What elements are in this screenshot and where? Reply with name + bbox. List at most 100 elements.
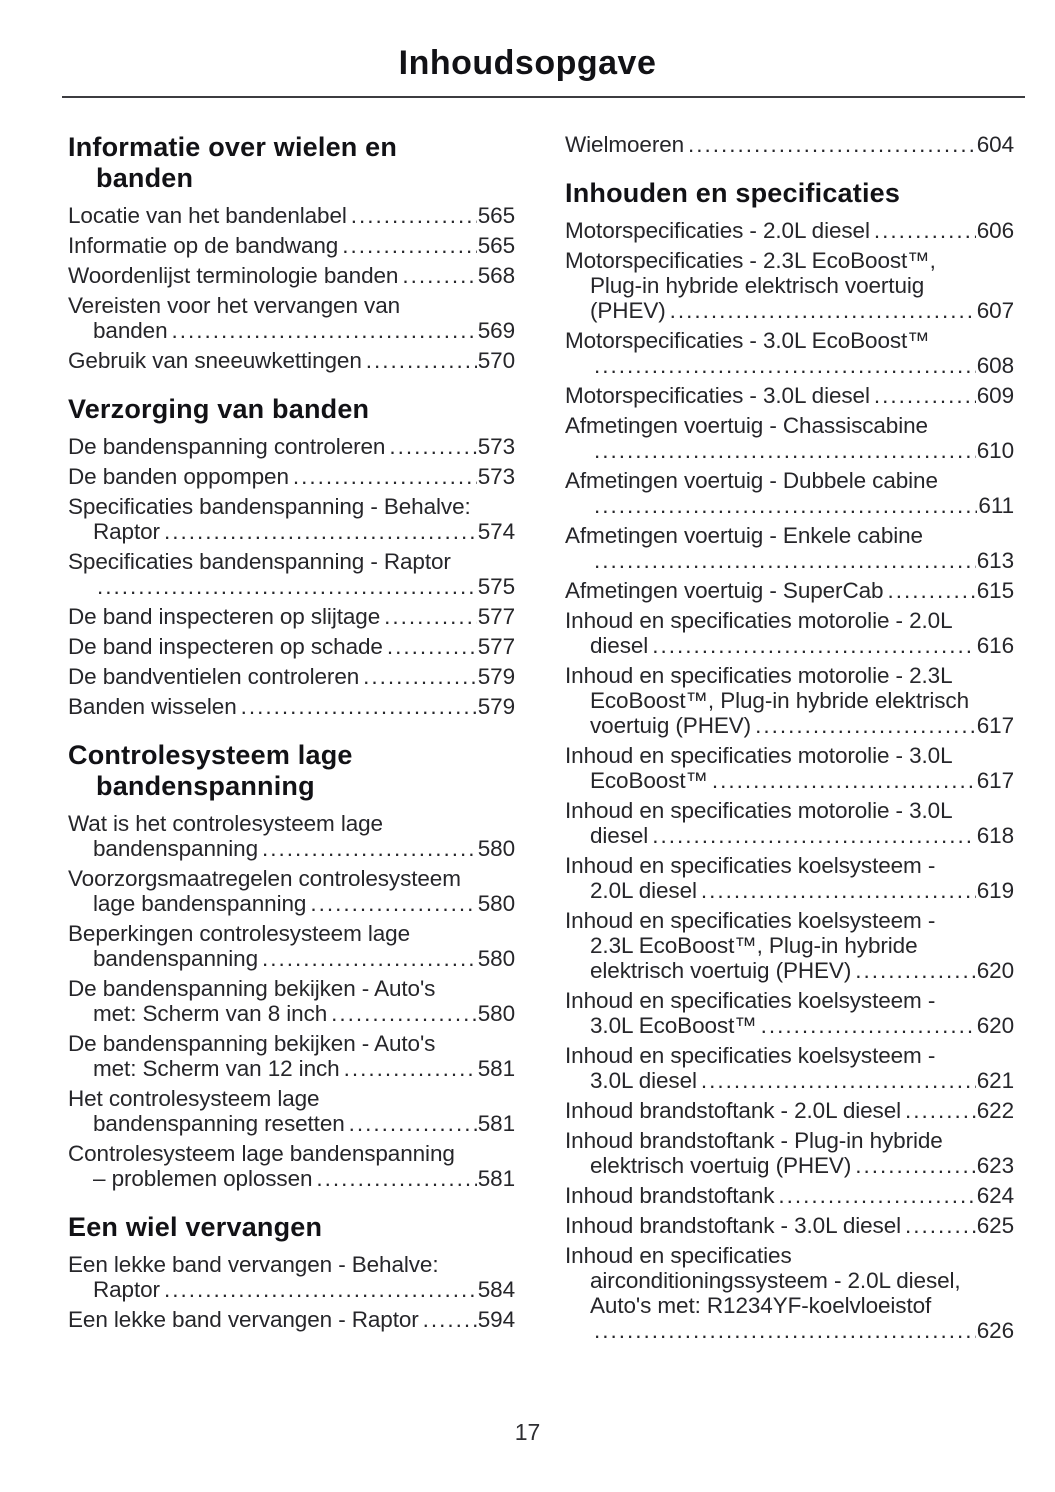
toc-entry[interactable]: Woordenlijst terminologie banden 568	[68, 263, 515, 288]
toc-entry[interactable]: Beperkingen controlesysteem lage bandensp…	[68, 921, 515, 971]
toc-entry[interactable]: De bandenspanning bekijken - Auto's met: …	[68, 976, 515, 1026]
entry-label: De bandenspanning controleren	[68, 434, 386, 459]
entry-label-line: Inhoud en specificaties	[565, 1243, 792, 1268]
dot-leader	[387, 634, 477, 659]
toc-entry[interactable]: De bandenspanning controleren 573	[68, 434, 515, 459]
entry-page-number: 573	[477, 434, 515, 459]
toc-entry[interactable]: De bandventielen controleren 579	[68, 664, 515, 689]
dot-leader	[701, 1068, 976, 1093]
entry-label-line: Voorzorgsmaatregelen controlesysteem	[68, 866, 461, 891]
entry-page-number: 620	[976, 958, 1014, 983]
entry-label: De band inspecteren op slijtage	[68, 604, 381, 629]
entry-page-number: 565	[477, 233, 515, 258]
toc-entry[interactable]: Het controlesysteem lage bandenspanning r…	[68, 1086, 515, 1136]
entry-label-line: EcoBoost™, Plug-in hybride elektrisch	[590, 688, 969, 713]
toc-section: Controlesysteem lage bandenspanning Wat is…	[68, 740, 515, 1191]
dot-leader	[241, 694, 477, 719]
toc-entry[interactable]: De banden oppompen 573	[68, 464, 515, 489]
entry-page-number: 608	[976, 353, 1014, 378]
entry-label: 3.0L EcoBoost™	[590, 1013, 757, 1038]
entry-label: EcoBoost™	[590, 768, 708, 793]
dot-leader	[874, 218, 976, 243]
entry-label-line: Een lekke band vervangen - Behalve:	[68, 1252, 439, 1277]
toc-entry[interactable]: Wielmoeren 604	[565, 132, 1014, 157]
entry-label: Woordenlijst terminologie banden	[68, 263, 399, 288]
dot-leader	[316, 1166, 476, 1191]
toc-entry[interactable]: Inhoud brandstoftank 624	[565, 1183, 1014, 1208]
page-title: Inhoudsopgave	[398, 44, 657, 82]
entry-page-number: 579	[477, 694, 515, 719]
toc-entry[interactable]: Afmetingen voertuig - Dubbele cabine 611	[565, 468, 1014, 518]
toc-entry[interactable]: Inhoud en specificaties koelsysteem -3.0…	[565, 988, 1014, 1038]
dot-leader	[594, 548, 976, 573]
section-heading: Verzorging van banden	[68, 394, 515, 425]
dot-leader	[389, 434, 476, 459]
dot-leader	[384, 604, 477, 629]
toc-entry[interactable]: Banden wisselen 579	[68, 694, 515, 719]
toc-entry[interactable]: Inhoud en specificaties koelsysteem -2.3…	[565, 908, 1014, 983]
toc-entry[interactable]: Afmetingen voertuig - Chassiscabine 610	[565, 413, 1014, 463]
toc-entry[interactable]: Inhoud en specificaties motorolie - 3.0L…	[565, 798, 1014, 848]
entry-page-number: 625	[976, 1213, 1014, 1238]
entry-page-number: 613	[976, 548, 1014, 573]
toc-entry[interactable]: Motorspecificaties - 2.3L EcoBoost™, Plug…	[565, 248, 1014, 323]
entry-page-number: 580	[477, 1001, 515, 1026]
toc-entry[interactable]: De bandenspanning bekijken - Auto's met: …	[68, 1031, 515, 1081]
section-heading: Een wiel vervangen	[68, 1212, 515, 1243]
section-heading-line: Verzorging van banden	[68, 394, 370, 424]
entry-page-number: 624	[976, 1183, 1014, 1208]
toc-entry[interactable]: Motorspecificaties - 2.0L diesel 606	[565, 218, 1014, 243]
dot-leader	[594, 1318, 976, 1343]
toc-entry[interactable]: Motorspecificaties - 3.0L EcoBoost™ 608	[565, 328, 1014, 378]
toc-entry[interactable]: Voorzorgsmaatregelen controlesysteem lage…	[68, 866, 515, 916]
section-heading-line: Een wiel vervangen	[68, 1212, 323, 1242]
entry-label-line: airconditioningssysteem - 2.0L diesel,	[590, 1268, 961, 1293]
toc-entry[interactable]: Wat is het controlesysteem lage bandenspa…	[68, 811, 515, 861]
entry-page-number: 615	[976, 578, 1014, 603]
entry-label: Inhoud brandstoftank	[565, 1183, 775, 1208]
toc-entry[interactable]: Inhoud brandstoftank - 3.0L diesel 625	[565, 1213, 1014, 1238]
toc-entry[interactable]: Specificaties bandenspanning - Raptor 575	[68, 549, 515, 599]
entry-label: elektrisch voertuig (PHEV)	[590, 1153, 852, 1178]
toc-entry[interactable]: Controlesysteem lage bandenspanning – pro…	[68, 1141, 515, 1191]
toc-entry[interactable]: Specificaties bandenspanning - Behalve: R…	[68, 494, 515, 544]
dot-leader	[701, 878, 976, 903]
entry-label-line: Afmetingen voertuig - Enkele cabine	[565, 523, 923, 548]
toc-entry[interactable]: Inhoud en specificaties koelsysteem -2.0…	[565, 853, 1014, 903]
toc-column-right: Wielmoeren 604 Inhouden en specificaties Mo…	[565, 132, 1014, 1348]
entry-label: elektrisch voertuig (PHEV)	[590, 958, 852, 983]
toc-entry[interactable]: De band inspecteren op slijtage 577	[68, 604, 515, 629]
toc-entry[interactable]: Afmetingen voertuig - SuperCab 615	[565, 578, 1014, 603]
toc-entry[interactable]: Inhoud en specificaties airconditioningss…	[565, 1243, 1014, 1343]
dot-leader	[310, 891, 476, 916]
dot-leader	[874, 383, 976, 408]
toc-entry[interactable]: Inhoud en specificaties motorolie - 3.0L…	[565, 743, 1014, 793]
toc-entry[interactable]: Inhoud en specificaties motorolie - 2.0L…	[565, 608, 1014, 658]
toc-entry[interactable]: Inhoud en specificaties koelsysteem -3.0…	[565, 1043, 1014, 1093]
toc-entry[interactable]: De band inspecteren op schade 577	[68, 634, 515, 659]
entry-page-number: 617	[976, 713, 1014, 738]
entry-page-number: 616	[976, 633, 1014, 658]
entry-label-line: 2.3L EcoBoost™, Plug-in hybride	[590, 933, 918, 958]
toc-entry[interactable]: Afmetingen voertuig - Enkele cabine 613	[565, 523, 1014, 573]
entry-page-number: 570	[477, 348, 515, 373]
dot-leader	[293, 464, 477, 489]
toc-entry[interactable]: Inhoud brandstoftank - Plug-in hybride el…	[565, 1128, 1014, 1178]
toc-entry[interactable]: Informatie op de bandwang 565	[68, 233, 515, 258]
entry-label-line: Afmetingen voertuig - Dubbele cabine	[565, 468, 938, 493]
toc-entry[interactable]: Locatie van het bandenlabel 565	[68, 203, 515, 228]
entry-page-number: 619	[976, 878, 1014, 903]
toc-entry[interactable]: Gebruik van sneeuwkettingen 570	[68, 348, 515, 373]
toc-entry[interactable]: Een lekke band vervangen - Behalve: Rapto…	[68, 1252, 515, 1302]
dot-leader	[761, 1013, 976, 1038]
dot-leader	[855, 1153, 976, 1178]
toc-entry[interactable]: Inhoud brandstoftank - 2.0L diesel 622	[565, 1098, 1014, 1123]
entry-page-number: 617	[976, 768, 1014, 793]
entry-label: bandenspanning resetten	[93, 1111, 345, 1136]
toc-entry[interactable]: Een lekke band vervangen - Raptor 594	[68, 1307, 515, 1332]
toc-entry[interactable]: Inhoud en specificaties motorolie - 2.3L…	[565, 663, 1014, 738]
toc-entry[interactable]: Motorspecificaties - 3.0L diesel 609	[565, 383, 1014, 408]
entry-label: met: Scherm van 8 inch	[93, 1001, 328, 1026]
entry-page-number: 581	[477, 1111, 515, 1136]
